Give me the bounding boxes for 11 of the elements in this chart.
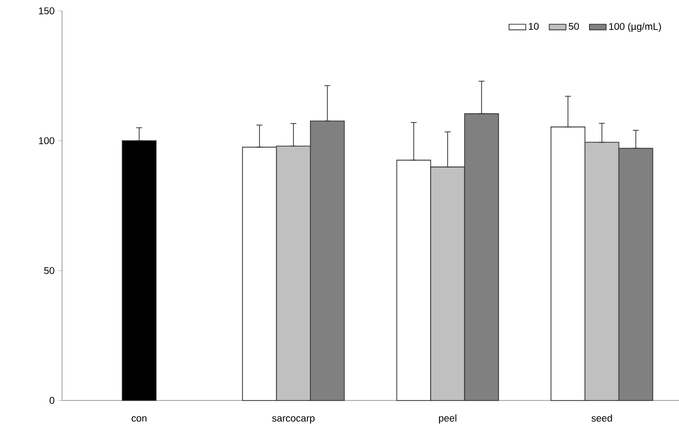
x-tick-label: seed [592, 414, 612, 422]
legend-label: 10 [528, 22, 539, 30]
y-tick-label: 50 [44, 267, 54, 274]
x-tick-label: con [132, 416, 146, 422]
legend-label: 100 (µg/mL) [609, 22, 661, 32]
y-tick-label: 100 [39, 137, 54, 144]
y-tick-label: 150 [39, 7, 54, 14]
x-tick-label: peel [439, 414, 456, 424]
x-tick-label: sarcocarp [272, 416, 315, 424]
y-tick-label: 0 [50, 397, 54, 404]
legend-label: 50 [568, 22, 579, 30]
